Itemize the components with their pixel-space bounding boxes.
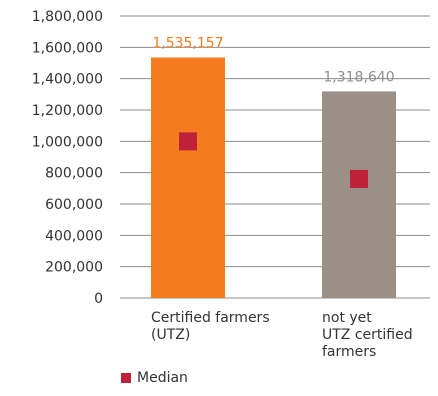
y-tick-label: 1,800,000 <box>32 9 103 25</box>
bar <box>322 91 396 299</box>
y-tick-label: 400,000 <box>45 228 103 244</box>
category-label: farmers <box>322 344 376 360</box>
bars <box>151 57 396 299</box>
bar <box>151 57 225 299</box>
y-tick-label: 1,000,000 <box>32 134 103 150</box>
category-label: not yet <box>322 310 372 326</box>
category-label: (UTZ) <box>151 327 190 343</box>
bar-value-labels: 1,535,157 1,318,640 <box>152 35 394 85</box>
y-tick-label: 1,600,000 <box>32 40 103 56</box>
y-tick-label: 800,000 <box>45 166 103 182</box>
median-marker <box>179 132 197 151</box>
median-marker <box>350 169 368 188</box>
y-tick-label: 1,200,000 <box>32 103 103 119</box>
median-markers <box>179 132 368 188</box>
category-label: Certified farmers <box>151 310 270 326</box>
y-axis-tick-labels: 0 200,000 400,000 600,000 800,000 1,000,000 1,… <box>32 9 103 307</box>
bar-value-label: 1,318,640 <box>323 69 394 85</box>
legend-swatch <box>121 373 131 383</box>
y-tick-label: 1,400,000 <box>32 72 103 88</box>
legend: Median <box>121 370 188 386</box>
y-tick-label: 600,000 <box>45 197 103 213</box>
category-label: UTZ certified <box>322 327 413 343</box>
legend-label: Median <box>137 370 188 386</box>
bar-value-label: 1,535,157 <box>152 35 223 51</box>
y-tick-label: 0 <box>94 291 103 307</box>
y-tick-label: 200,000 <box>45 260 103 276</box>
